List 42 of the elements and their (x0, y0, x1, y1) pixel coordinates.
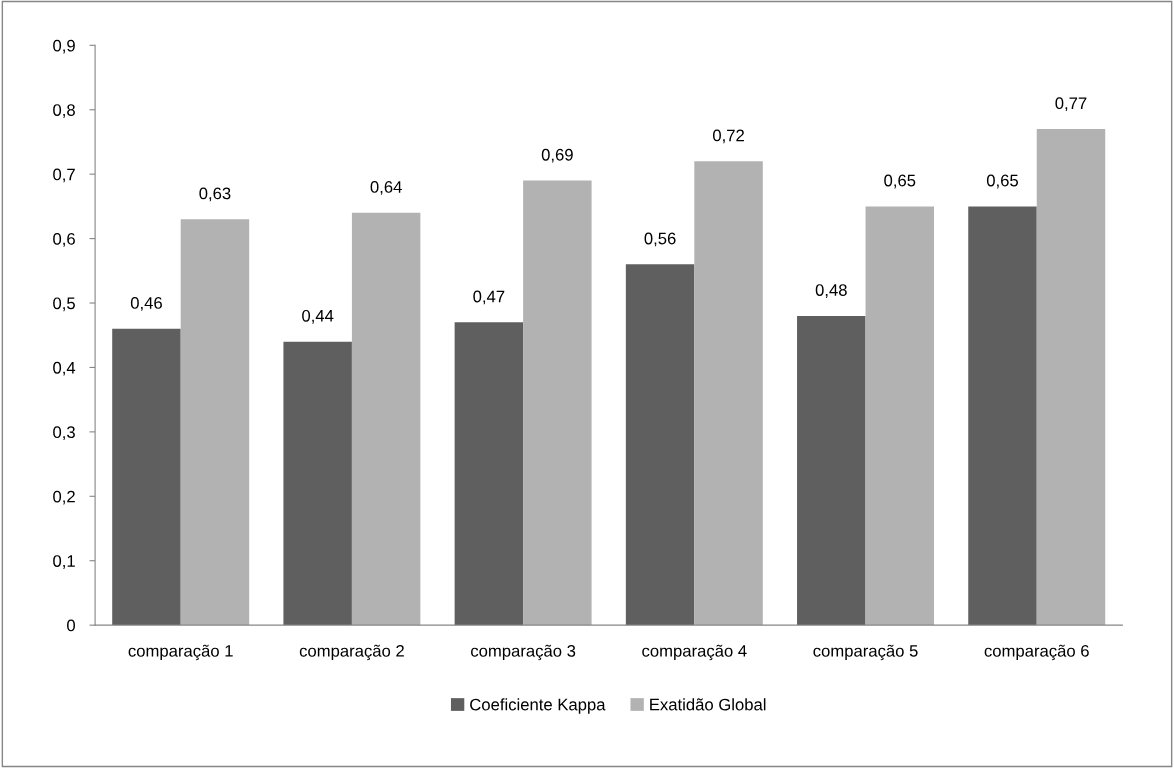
bar (180, 219, 250, 626)
legend-label: Exatidão Global (650, 698, 766, 711)
bar (283, 341, 352, 626)
bar (797, 315, 866, 626)
y-tick-label: 0,2 (53, 490, 75, 505)
bar (523, 180, 592, 626)
bar (1036, 129, 1106, 626)
bar (865, 206, 935, 626)
y-tick-label: 0,4 (53, 361, 76, 376)
y-tick-label: 0,7 (53, 168, 75, 183)
bar (625, 264, 695, 626)
data-label: 0,46 (130, 297, 162, 311)
data-label: 0,72 (713, 129, 744, 144)
y-tick-label: 0,3 (53, 426, 75, 441)
data-label: 0,65 (986, 174, 1019, 189)
data-label: 0,44 (302, 309, 334, 324)
y-tick-label: 0,8 (53, 104, 75, 118)
y-tick-label: 0 (67, 619, 75, 632)
data-label: 0,48 (815, 284, 847, 298)
legend-label: Coeficiente Kappa (470, 698, 606, 714)
bar (351, 212, 421, 626)
data-label: 0,56 (644, 232, 676, 247)
data-label: 0,69 (541, 148, 573, 163)
y-tick-label: 0,9 (53, 39, 75, 54)
data-label: 0,64 (370, 181, 402, 195)
x-tick-label: comparação 3 (471, 644, 576, 661)
data-label: 0,47 (473, 290, 505, 305)
bar (694, 161, 763, 626)
data-label: 0,65 (884, 174, 916, 189)
y-tick-label: 0,6 (53, 232, 75, 247)
y-tick-label: 0,5 (53, 297, 75, 312)
bar (968, 206, 1037, 626)
data-label: 0,63 (199, 187, 231, 202)
x-tick-label: comparação 2 (299, 644, 404, 661)
y-tick-label: 0,1 (53, 555, 75, 569)
data-label: 0,77 (1055, 97, 1087, 112)
bar (112, 328, 181, 626)
x-tick-label: comparação 5 (813, 644, 918, 661)
x-tick-label: comparação 4 (642, 644, 747, 661)
bar (454, 322, 524, 626)
x-tick-label: comparação 6 (984, 644, 1089, 661)
x-tick-label: comparação 1 (128, 644, 233, 661)
